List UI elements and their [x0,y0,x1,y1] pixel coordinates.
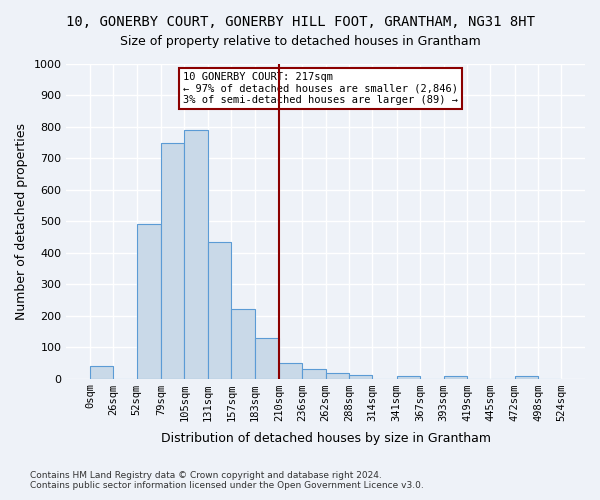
Bar [443,376,467,378]
Bar [137,224,161,378]
Y-axis label: Number of detached properties: Number of detached properties [15,123,28,320]
Bar [326,374,349,378]
Bar [231,310,254,378]
Bar [397,376,420,378]
Text: Contains HM Land Registry data © Crown copyright and database right 2024.
Contai: Contains HM Land Registry data © Crown c… [30,470,424,490]
Bar [254,338,279,378]
Text: 10, GONERBY COURT, GONERBY HILL FOOT, GRANTHAM, NG31 8HT: 10, GONERBY COURT, GONERBY HILL FOOT, GR… [65,15,535,29]
Text: Size of property relative to detached houses in Grantham: Size of property relative to detached ho… [119,35,481,48]
Bar [302,369,326,378]
Bar [208,242,231,378]
Bar [515,376,538,378]
Bar [279,363,302,378]
Bar [349,376,373,378]
Text: 10 GONERBY COURT: 217sqm
← 97% of detached houses are smaller (2,846)
3% of semi: 10 GONERBY COURT: 217sqm ← 97% of detach… [183,72,458,105]
Bar [161,142,184,378]
Bar [184,130,208,378]
Bar [90,366,113,378]
X-axis label: Distribution of detached houses by size in Grantham: Distribution of detached houses by size … [161,432,491,445]
